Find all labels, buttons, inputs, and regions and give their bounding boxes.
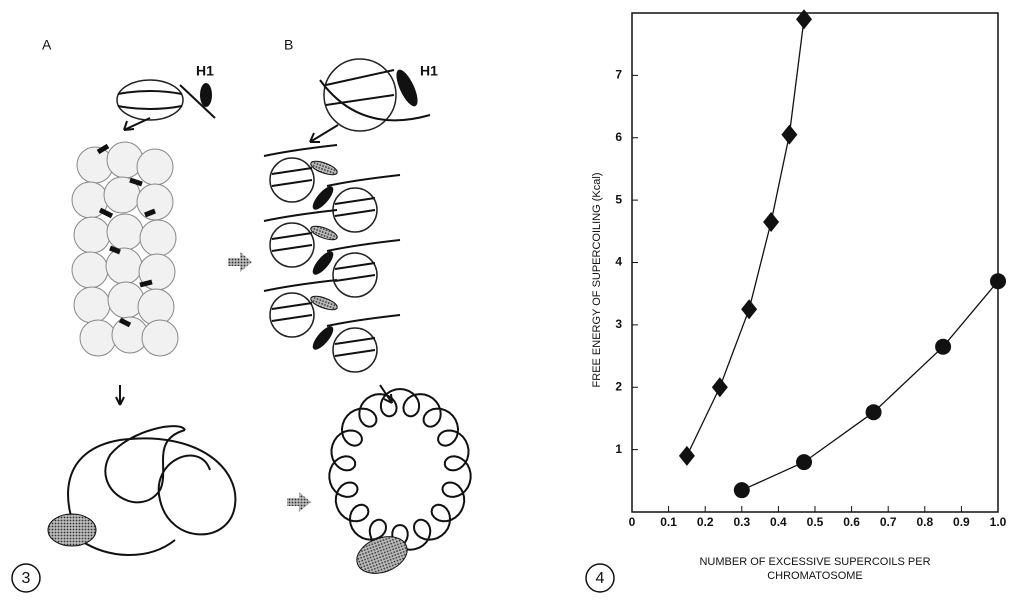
x-tick-label: 0.3 xyxy=(733,515,750,529)
linker xyxy=(326,174,401,187)
figure-number: 4 xyxy=(596,570,605,587)
y-tick-label: 2 xyxy=(615,379,622,393)
solenoid xyxy=(71,141,179,357)
point xyxy=(781,124,798,145)
dna xyxy=(271,167,313,187)
panel-label: B xyxy=(284,37,293,53)
y-tick-label: 5 xyxy=(615,192,622,206)
point xyxy=(865,404,882,421)
x-axis-label: NUMBER OF EXCESSIVE SUPERCOILS PER xyxy=(699,556,930,568)
point xyxy=(678,445,695,466)
y-axis-label: FREE ENERGY OF SUPERCOILING (Kcal) xyxy=(591,173,603,388)
figure-number: 3 xyxy=(22,570,31,587)
y-tick-label: 6 xyxy=(615,130,622,144)
dna xyxy=(325,69,395,106)
point xyxy=(711,377,728,398)
arrow xyxy=(115,385,125,406)
series-line xyxy=(741,280,999,491)
linker xyxy=(263,144,338,157)
linker xyxy=(263,279,338,292)
y-tick-label: 1 xyxy=(615,442,622,456)
x-tick-label: 0.4 xyxy=(770,515,787,529)
dna xyxy=(334,197,376,217)
panel-label: A xyxy=(42,37,52,53)
dna xyxy=(334,337,376,357)
loop xyxy=(67,425,237,556)
h1 xyxy=(312,186,334,210)
dna xyxy=(271,232,313,252)
h1 xyxy=(312,326,334,350)
chart: 4 FREE ENERGY OF SUPERCOILING (Kcal) NUM… xyxy=(585,9,1007,593)
h1 xyxy=(310,225,338,241)
h1 xyxy=(310,295,338,311)
nucleosome xyxy=(323,58,397,132)
point xyxy=(796,9,813,30)
dna xyxy=(179,84,216,119)
dna xyxy=(117,90,183,110)
y-tick-label: 3 xyxy=(615,317,622,331)
scaffold xyxy=(47,513,97,547)
arrow xyxy=(228,252,252,272)
y-tick-label: 7 xyxy=(615,68,622,82)
point xyxy=(741,299,758,320)
x-axis-label: CHROMATOSOME xyxy=(767,570,863,582)
nucleosome xyxy=(116,79,184,121)
h1-label: H1 xyxy=(420,63,438,79)
x-tick-label: 0 xyxy=(629,515,636,529)
x-tick-label: 0.6 xyxy=(843,515,860,529)
h1 xyxy=(200,83,212,107)
x-tick-label: 0.9 xyxy=(953,515,970,529)
arrow xyxy=(287,492,311,512)
h1-label: H1 xyxy=(196,63,214,79)
x-tick-label: 1.0 xyxy=(990,515,1007,529)
looped-fiber xyxy=(328,388,472,551)
point xyxy=(733,482,750,499)
diagram: A B H1 H1 3 xyxy=(11,37,472,593)
point xyxy=(935,338,952,355)
arrow xyxy=(309,124,339,143)
point xyxy=(990,273,1006,290)
x-tick-label: 0.5 xyxy=(807,515,824,529)
arrow xyxy=(123,117,151,131)
dna xyxy=(319,79,431,122)
plot-frame xyxy=(631,12,999,513)
fiber xyxy=(263,144,401,373)
dna xyxy=(271,302,313,322)
point xyxy=(763,211,780,232)
linker xyxy=(326,239,401,252)
point xyxy=(796,454,813,471)
dna xyxy=(334,262,376,282)
linker xyxy=(326,314,401,327)
linker xyxy=(263,209,338,222)
figure-badge xyxy=(585,563,615,593)
scaffold xyxy=(356,536,408,574)
h1 xyxy=(312,251,334,275)
h1 xyxy=(310,160,338,176)
series-line xyxy=(686,19,805,457)
x-tick-label: 0.1 xyxy=(660,515,677,529)
x-tick-label: 0.7 xyxy=(880,515,897,529)
x-tick-label: 0.2 xyxy=(697,515,714,529)
figure-badge xyxy=(11,563,41,593)
h1 xyxy=(396,69,418,107)
y-tick-label: 4 xyxy=(615,255,622,269)
x-tick-label: 0.8 xyxy=(916,515,933,529)
